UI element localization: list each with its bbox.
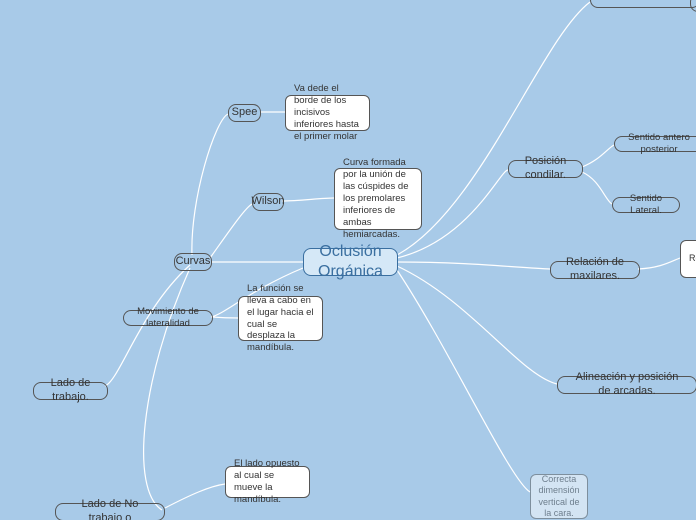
posicion-condilar-node[interactable]: Posición condilar.: [508, 160, 583, 178]
top-cut-node[interactable]: [590, 0, 696, 8]
lado-no-trabajo-desc: El lado opuesto al cual se mueve la mand…: [225, 466, 310, 498]
alineacion-node[interactable]: Alineación y posición de arcadas.: [557, 376, 696, 394]
central-node[interactable]: Oclusión Orgánica: [303, 248, 398, 276]
wilson-node[interactable]: Wilson: [252, 193, 284, 211]
top-right-extra[interactable]: [690, 0, 696, 12]
lado-no-trabajo-node[interactable]: Lado de No trabajo o: [55, 503, 165, 520]
curvas-node[interactable]: Curvas: [174, 253, 212, 271]
rel-desc-node: Rel...: [680, 240, 696, 278]
lateralidad-node[interactable]: Movimiento de lateralidad: [123, 310, 213, 326]
lado-trabajo-node[interactable]: Lado de trabajo.: [33, 382, 108, 400]
lateralidad-desc: La función se lleva a cabo en el lugar h…: [238, 296, 323, 341]
sentido-ap-node[interactable]: Sentido antero posterior: [614, 136, 696, 152]
sentido-lateral-node[interactable]: Sentido Lateral.: [612, 197, 680, 213]
spee-desc: Va dede el borde de los incisivos inferi…: [285, 95, 370, 131]
spee-node[interactable]: Spee: [228, 104, 261, 122]
correcta-dim-node: Correcta dimensión vertical de la cara.: [530, 474, 588, 519]
wilson-desc: Curva formada por la unión de las cúspid…: [334, 168, 422, 230]
relacion-maxilares-node[interactable]: Relación de maxilares.: [550, 261, 640, 279]
